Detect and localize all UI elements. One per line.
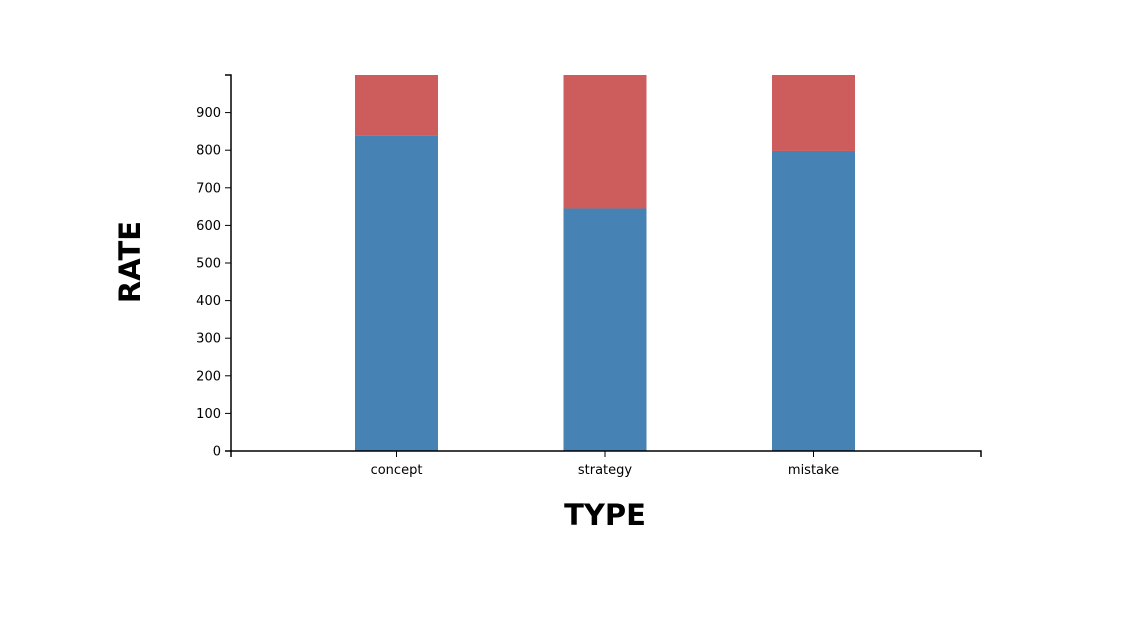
y-tick-label: 800	[196, 144, 221, 159]
y-tick-label: 600	[196, 219, 221, 234]
x-axis-title: TYPE	[564, 498, 646, 532]
y-tick-label: 700	[196, 181, 221, 196]
x-axis-line	[230, 450, 982, 457]
y-tick-label: 400	[196, 294, 221, 309]
bar-mistake-segment-1	[772, 150, 855, 451]
bar-strategy-segment-1	[563, 208, 647, 451]
x-axis: concept strategy mistake	[230, 450, 982, 478]
y-axis: 0 100 200 300 400 500 600 700 800 900	[196, 74, 232, 460]
bars-layer	[355, 75, 855, 452]
x-tick-label-concept: concept	[371, 463, 423, 478]
y-tick-label: 300	[196, 332, 221, 347]
y-tick-label: 500	[196, 257, 221, 272]
y-tick-label: 0	[213, 445, 221, 460]
y-tick-label: 900	[196, 106, 221, 121]
y-tick-label: 200	[196, 369, 221, 384]
bar-strategy-segment-2	[563, 75, 647, 209]
x-tick-label-mistake: mistake	[788, 463, 839, 478]
bar-concept-segment-1	[355, 135, 438, 452]
y-tick-label: 100	[196, 407, 221, 422]
bar-mistake-segment-2	[772, 75, 855, 151]
bar-concept-segment-2	[355, 75, 438, 136]
y-axis-title: RATE	[113, 221, 147, 303]
x-tick-label-strategy: strategy	[578, 463, 633, 478]
